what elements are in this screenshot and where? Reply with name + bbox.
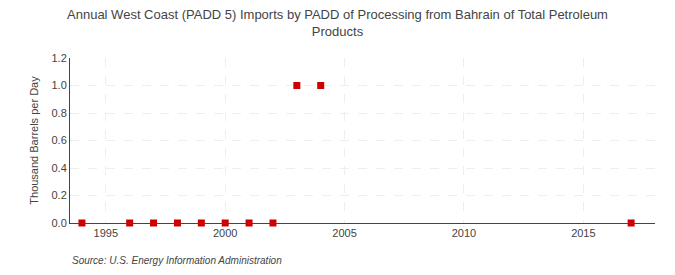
svg-text:1.0: 1.0	[52, 79, 67, 91]
svg-text:Annual West Coast (PADD 5) Imp: Annual West Coast (PADD 5) Imports by PA…	[67, 7, 608, 39]
svg-text:2015: 2015	[571, 227, 595, 239]
svg-text:0.6: 0.6	[52, 134, 67, 146]
svg-text:1995: 1995	[94, 227, 118, 239]
svg-text:2010: 2010	[452, 227, 476, 239]
svg-text:2005: 2005	[332, 227, 356, 239]
svg-text:1.2: 1.2	[52, 52, 67, 64]
svg-text:0.4: 0.4	[52, 162, 67, 174]
svg-text:Source: U.S. Energy Informatio: Source: U.S. Energy Information Administ…	[72, 255, 282, 266]
svg-text:2000: 2000	[213, 227, 237, 239]
svg-text:Thousand Barrels per Day: Thousand Barrels per Day	[28, 76, 40, 205]
svg-text:0.2: 0.2	[52, 189, 67, 201]
svg-text:0.0: 0.0	[52, 217, 67, 229]
svg-text:0.8: 0.8	[52, 107, 67, 119]
